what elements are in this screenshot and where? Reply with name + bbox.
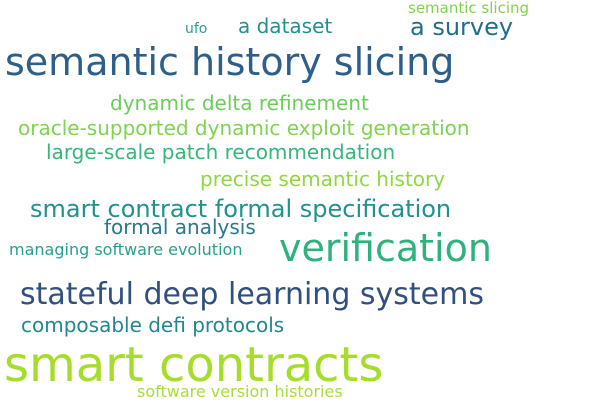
word-precise-semantic-history: precise semantic history [200,167,446,191]
word-large-scale-patch-recommendation: large-scale patch recommendation [46,140,396,164]
word-oracle-supported-dynamic-exploit-generation: oracle-supported dynamic exploit generat… [18,116,470,140]
word-ufo: ufo [185,21,208,37]
word-stateful-deep-learning-systems: stateful deep learning systems [20,277,484,312]
word-composable-defi-protocols: composable defi protocols [21,313,285,337]
word-software-version-histories: software version histories [137,382,343,401]
word-a-survey: a survey [410,13,514,41]
word-smart-contract-formal-specification: smart contract formal specification [30,195,452,223]
word-smart-contracts: smart contracts [4,337,384,393]
word-a-dataset: a dataset [238,14,333,38]
word-semantic-slicing: semantic slicing [408,0,530,17]
word-semantic-history-slicing: semantic history slicing [5,40,455,84]
word-verification: verification [279,226,492,270]
word-dynamic-delta-refinement: dynamic delta refinement [110,91,369,115]
word-managing-software-evolution: managing software evolution [9,240,243,259]
word-formal-analysis: formal analysis [104,215,256,239]
